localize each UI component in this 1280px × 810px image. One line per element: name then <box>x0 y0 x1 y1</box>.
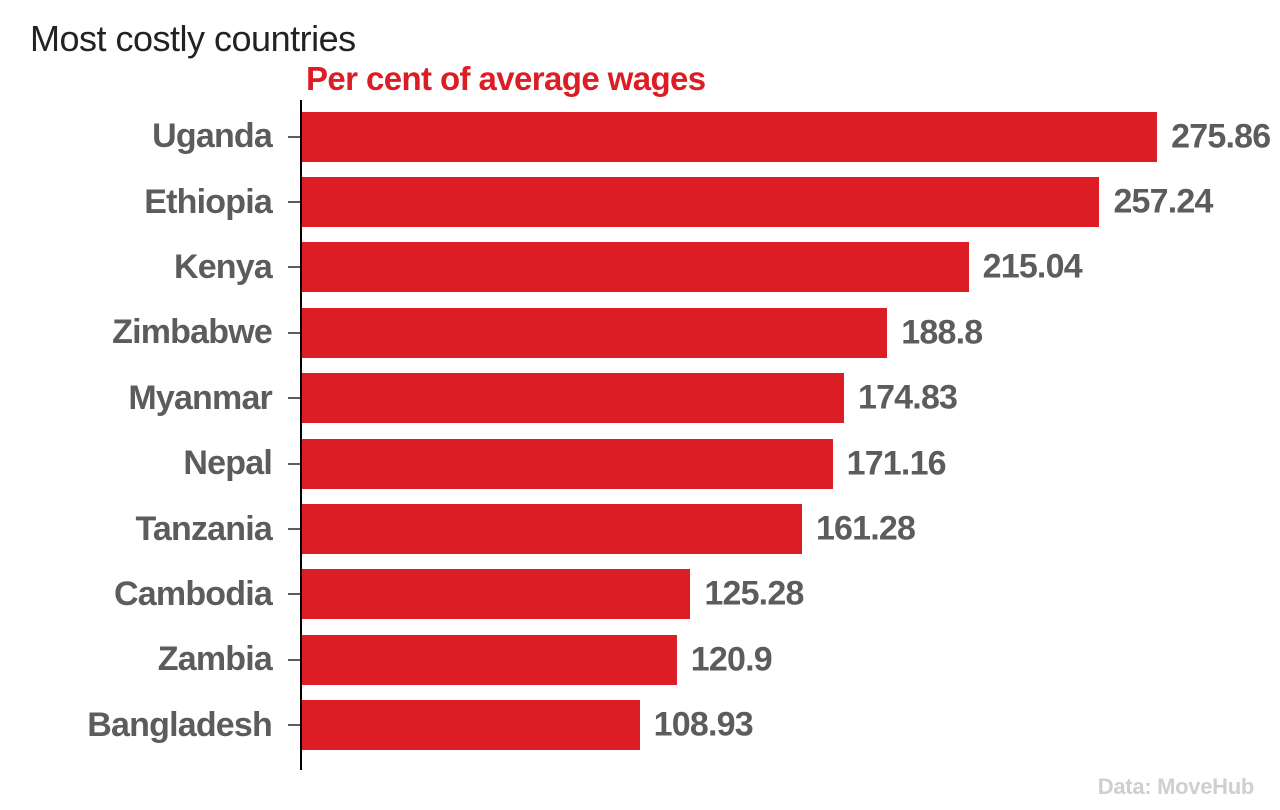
category-label: Myanmar <box>30 379 272 418</box>
chart-subtitle: Per cent of average wages <box>306 60 706 98</box>
value-label: 125.28 <box>704 575 803 614</box>
axis-tick <box>288 201 300 203</box>
chart-row: Bangladesh 108.93 <box>30 693 1250 758</box>
axis-tick <box>288 332 300 334</box>
chart-row: Cambodia 125.28 <box>30 562 1250 627</box>
chart-row: Ethiopia 257.24 <box>30 169 1250 234</box>
category-label: Cambodia <box>30 575 272 614</box>
axis-tick <box>288 266 300 268</box>
axis-tick <box>288 724 300 726</box>
value-label: 174.83 <box>858 379 957 418</box>
value-label: 215.04 <box>983 248 1082 287</box>
category-label: Nepal <box>30 444 272 483</box>
chart-row: Tanzania 161.28 <box>30 496 1250 561</box>
bar <box>302 242 969 292</box>
bar <box>302 504 802 554</box>
value-label: 275.86 <box>1171 117 1270 156</box>
chart-row: Zimbabwe 188.8 <box>30 300 1250 365</box>
data-source-credit: Data: MoveHub <box>1098 774 1254 800</box>
category-label: Bangladesh <box>30 706 272 745</box>
category-label: Tanzania <box>30 510 272 549</box>
chart-row: Kenya 215.04 <box>30 235 1250 300</box>
bar <box>302 112 1157 162</box>
bar <box>302 373 844 423</box>
axis-tick <box>288 659 300 661</box>
value-label: 161.28 <box>816 510 915 549</box>
category-label: Zambia <box>30 640 272 679</box>
value-label: 108.93 <box>654 706 753 745</box>
category-label: Zimbabwe <box>30 313 272 352</box>
value-label: 120.9 <box>691 640 772 679</box>
chart-title: Most costly countries <box>30 18 1250 60</box>
bar <box>302 700 640 750</box>
value-label: 188.8 <box>901 313 982 352</box>
chart-row: Zambia 120.9 <box>30 627 1250 692</box>
category-label: Ethiopia <box>30 183 272 222</box>
axis-tick <box>288 463 300 465</box>
chart-row: Myanmar 174.83 <box>30 366 1250 431</box>
category-label: Kenya <box>30 248 272 287</box>
bar <box>302 308 887 358</box>
plot-area: Uganda275.86 Ethiopia 257.24 Kenya 215.04 Zim… <box>30 104 1250 758</box>
chart-row: Uganda275.86 <box>30 104 1250 169</box>
bar <box>302 439 833 489</box>
bar <box>302 177 1099 227</box>
value-label: 257.24 <box>1113 183 1212 222</box>
chart-container: Most costly countries Per cent of averag… <box>0 0 1280 810</box>
axis-tick <box>288 593 300 595</box>
bar <box>302 569 690 619</box>
axis-tick <box>288 397 300 399</box>
value-label: 171.16 <box>847 444 946 483</box>
bar <box>302 635 677 685</box>
axis-tick <box>288 136 300 138</box>
chart-row: Nepal 171.16 <box>30 431 1250 496</box>
axis-tick <box>288 528 300 530</box>
category-label: Uganda <box>30 117 272 156</box>
